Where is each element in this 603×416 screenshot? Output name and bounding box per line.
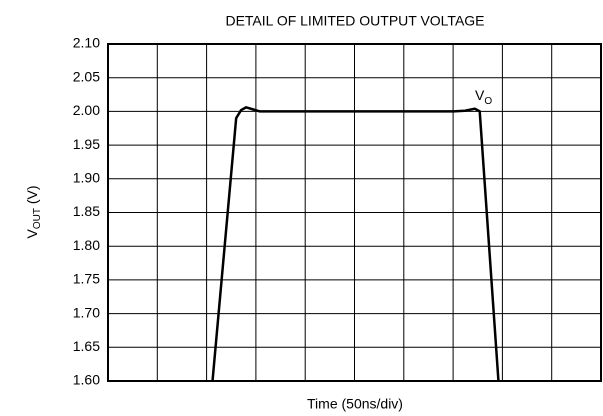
y-tick-label: 1.60 (73, 372, 100, 388)
line (211, 106, 500, 381)
y-tick-label: 1.80 (73, 237, 100, 253)
y-tick-label: 1.70 (73, 304, 100, 320)
y-tick-label: 2.10 (73, 35, 100, 51)
y-tick-label: 1.90 (73, 170, 100, 186)
chart-title: DETAIL OF LIMITED OUTPUT VOLTAGE (225, 13, 484, 29)
y-axis-label: VOUT (V) (24, 185, 43, 238)
y-tick-label: 1.95 (73, 136, 100, 152)
x-axis-label: Time (50ns/div) (307, 396, 403, 412)
y-tick-label: 1.65 (73, 338, 100, 354)
y-tick-label: 2.05 (73, 68, 100, 84)
plot-area (211, 106, 500, 381)
y-tick-label: 1.75 (73, 271, 100, 287)
annotation: VO (475, 87, 492, 107)
y-tick-label: 1.85 (73, 203, 100, 219)
y-tick-label: 2.00 (73, 102, 100, 118)
plot-frame (107, 43, 602, 382)
